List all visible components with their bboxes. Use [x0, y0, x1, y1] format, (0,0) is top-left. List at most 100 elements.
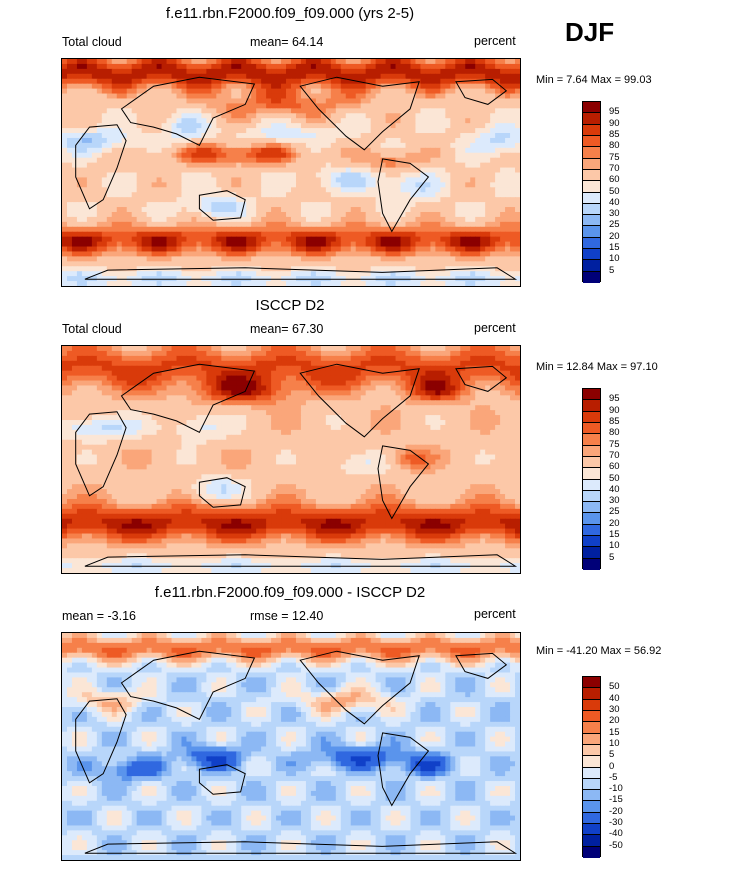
map-cell: [291, 172, 297, 179]
map-cell: [300, 266, 307, 272]
map-cell: [201, 256, 207, 262]
map-cell: [111, 93, 118, 100]
map-cell: [156, 246, 163, 253]
map-cell: [390, 63, 397, 70]
map-cell: [241, 375, 247, 382]
map-cell: [370, 162, 377, 169]
map-cell: [96, 246, 103, 253]
map-cell: [295, 83, 302, 90]
map-cell: [186, 177, 193, 183]
map-cell: [62, 133, 68, 139]
map-cell: [420, 281, 427, 286]
map-cell: [116, 59, 123, 65]
map-cell: [510, 123, 516, 129]
map-cell: [385, 207, 392, 213]
map-cell: [365, 182, 372, 188]
map-cell: [221, 128, 227, 134]
map-cell: [86, 142, 93, 149]
map-cell: [266, 192, 272, 198]
map-cell: [256, 182, 262, 188]
map-cell: [300, 251, 307, 257]
map-cell: [330, 83, 337, 90]
map-cell: [176, 137, 183, 144]
map-cell: [295, 360, 302, 367]
map-cell: [470, 350, 476, 357]
map-cell: [315, 172, 322, 179]
map-cell: [76, 241, 83, 248]
map-cell: [256, 231, 262, 238]
map-cell: [176, 211, 183, 218]
map-cell: [266, 251, 272, 257]
map-cell: [211, 261, 217, 267]
map-cell: [62, 226, 68, 233]
map-cell: [485, 211, 491, 218]
map-cell: [291, 182, 297, 188]
map-cell: [66, 346, 73, 352]
map-cell: [420, 162, 427, 169]
map-cell: [300, 236, 307, 243]
map-cell: [236, 113, 242, 119]
map-cell: [291, 211, 297, 218]
map-cell: [76, 83, 83, 90]
map-cell: [300, 370, 307, 377]
map-cell: [305, 88, 312, 95]
map-cell: [385, 365, 392, 372]
map-cell: [340, 281, 347, 286]
map-cell: [390, 231, 397, 238]
map-cell: [66, 157, 73, 164]
map-cell: [375, 172, 382, 179]
map-cell: [355, 103, 362, 109]
map-cell: [430, 251, 436, 257]
map-cell: [156, 108, 163, 114]
map-cell: [425, 123, 431, 129]
map-cell: [166, 177, 173, 183]
map-cell: [266, 375, 272, 382]
map-cell: [300, 113, 307, 119]
map-cell: [121, 202, 128, 208]
map-cell: [350, 142, 357, 149]
map-cell: [226, 251, 232, 257]
map-cell: [231, 113, 237, 119]
map-cell: [350, 182, 357, 188]
map-cell: [101, 236, 108, 243]
map-cell: [490, 128, 496, 134]
map-cell: [191, 147, 198, 154]
map-cell: [166, 241, 173, 248]
map-cell: [141, 231, 148, 238]
map-cell: [350, 231, 357, 238]
map-cell: [191, 226, 198, 233]
map-cell: [510, 187, 516, 193]
map-cell: [121, 167, 128, 174]
map-cell: [196, 182, 202, 188]
map-cell: [206, 182, 212, 188]
map-cell: [171, 355, 178, 362]
map-cell: [196, 231, 202, 238]
map-cell: [465, 365, 471, 372]
map-cell: [121, 63, 128, 70]
map-cell: [116, 167, 123, 174]
map-cell: [221, 226, 227, 233]
map-cell: [325, 113, 332, 119]
map-cell: [340, 226, 347, 233]
map-cell: [81, 78, 88, 85]
map-cell: [206, 78, 212, 85]
map-cell: [395, 221, 402, 228]
map-cell: [151, 281, 158, 286]
map-cell: [315, 157, 322, 164]
map-cell: [420, 172, 427, 179]
map-cell: [201, 118, 207, 124]
map-cell: [206, 113, 212, 119]
map-cell: [465, 271, 471, 277]
map-cell: [286, 128, 292, 134]
map-cell: [330, 172, 337, 179]
map-cell: [395, 137, 402, 144]
map-cell: [86, 261, 93, 267]
map-cell: [141, 128, 148, 134]
map-cell: [96, 346, 103, 352]
map-cell: [171, 118, 178, 124]
map-cell: [300, 226, 307, 233]
map-cell: [66, 98, 73, 105]
map-cell: [415, 271, 422, 277]
map-cell: [300, 162, 307, 169]
map-cell: [256, 59, 262, 65]
